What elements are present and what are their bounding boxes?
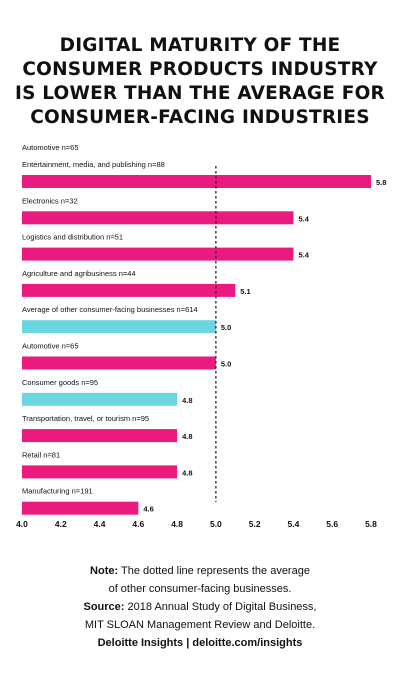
data-label: 5.4 — [298, 214, 309, 223]
x-tick-label: 4.0 — [16, 519, 28, 529]
bar — [22, 211, 294, 225]
bar — [22, 429, 178, 443]
title-line: DIGITAL MATURITY OF THE — [59, 35, 341, 56]
category-label: Agriculture and agribusiness n=44 — [22, 269, 136, 278]
data-label: 5.8 — [376, 178, 386, 187]
data-label: 5.4 — [298, 251, 309, 260]
category-label: Average of other consumer-facing busines… — [22, 305, 198, 314]
category-label: Manufacturing n=191 — [22, 487, 93, 496]
category-label: Logistics and distribution n=51 — [22, 233, 123, 242]
note-line: Note: The dotted line represents the ave… — [0, 562, 400, 580]
bar — [22, 501, 139, 515]
source-line: Source: 2018 Annual Study of Digital Bus… — [0, 598, 400, 616]
bar — [22, 283, 236, 297]
x-tick-label: 5.8 — [365, 519, 377, 529]
note-label: Note: — [90, 565, 119, 577]
bar — [22, 465, 178, 479]
category-label: Retail n=81 — [22, 450, 60, 459]
source-line-2: MIT SLOAN Management Review and Deloitte… — [84, 619, 316, 631]
category-label: Consumer goods n=95 — [22, 378, 98, 387]
x-tick-label: 4.4 — [94, 519, 106, 529]
x-tick-label: 4.8 — [171, 519, 183, 529]
category-label: Transportation, travel, or tourism n=95 — [22, 414, 149, 423]
source-text: 2018 Annual Study of Digital Business, — [124, 601, 317, 613]
data-label: 4.8 — [182, 468, 192, 477]
title-line: CONSUMER-FACING INDUSTRIES — [30, 107, 370, 128]
data-label: 4.8 — [182, 396, 192, 405]
chart-title: DIGITAL MATURITY OF THE CONSUMER PRODUCT… — [0, 34, 400, 130]
bar — [22, 320, 216, 334]
category-label: Electronics n=32 — [22, 196, 78, 205]
x-tick-label: 4.2 — [55, 519, 67, 529]
notes-block: Note: The dotted line represents the ave… — [0, 562, 400, 652]
title-line: CONSUMER PRODUCTS INDUSTRY — [22, 59, 378, 80]
bar — [22, 392, 178, 406]
bar — [22, 247, 294, 261]
note-line-2: of other consumer-facing businesses. — [108, 583, 292, 595]
top-category-label: Automotive n=65 — [22, 143, 79, 152]
bar — [22, 175, 371, 188]
category-label: Automotive n=65 — [22, 342, 79, 351]
data-label: 5.0 — [221, 360, 231, 369]
footer-credit: Deloitte Insights | deloitte.com/insight… — [97, 637, 303, 649]
data-label: 5.1 — [240, 287, 250, 296]
x-tick-label: 5.2 — [249, 519, 261, 529]
x-tick-label: 5.0 — [210, 519, 222, 529]
category-label: Entertainment, media, and publishing n=8… — [22, 160, 165, 169]
data-label: 4.8 — [182, 432, 192, 441]
bar — [22, 356, 216, 370]
data-label: 4.6 — [143, 505, 153, 514]
source-label: Source: — [83, 601, 125, 613]
x-tick-label: 4.6 — [132, 519, 144, 529]
note-text: The dotted line represents the average — [118, 565, 310, 577]
title-line: IS LOWER THAN THE AVERAGE FOR — [14, 83, 385, 104]
x-tick-label: 5.4 — [288, 519, 300, 529]
data-label: 5.0 — [221, 323, 231, 332]
x-tick-label: 5.6 — [326, 519, 338, 529]
